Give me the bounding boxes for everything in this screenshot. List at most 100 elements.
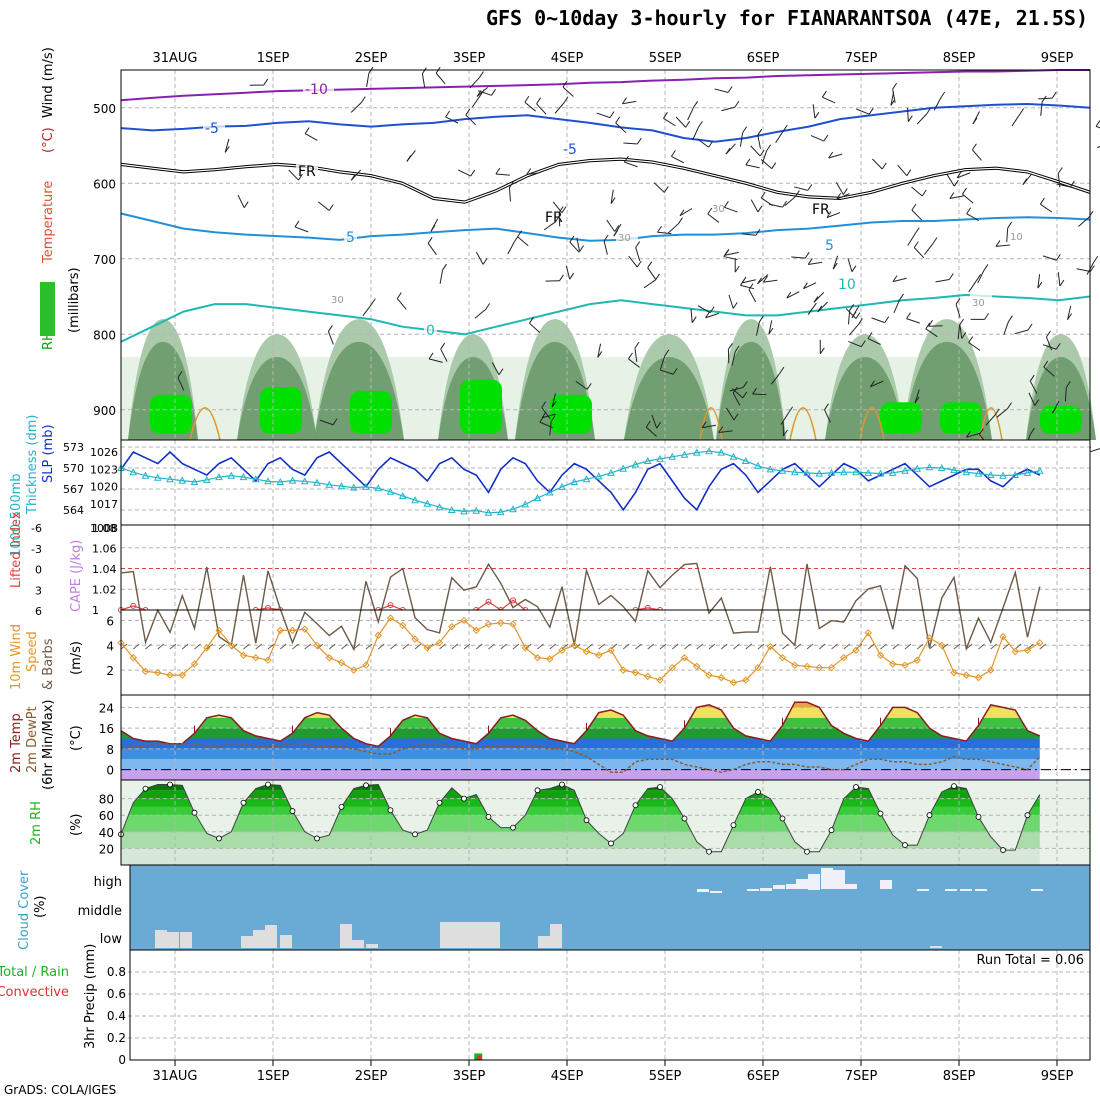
thickness-point bbox=[484, 508, 493, 516]
wind10-barb bbox=[818, 643, 826, 650]
thickness-point bbox=[202, 475, 211, 483]
thickness-line bbox=[120, 450, 1040, 514]
wind-barb bbox=[435, 72, 446, 85]
rh2m-point bbox=[510, 824, 516, 831]
wind10-point bbox=[472, 626, 480, 635]
wind-barb-flag bbox=[971, 143, 977, 151]
wind-barb bbox=[692, 127, 699, 141]
credit-text: GrADS: COLA/IGES bbox=[4, 1083, 117, 1097]
thickness-point bbox=[864, 468, 873, 476]
wind-barb bbox=[653, 182, 665, 193]
precip-tick-0: 0 bbox=[118, 1053, 126, 1067]
slp-tick-1023: 1023 bbox=[90, 463, 118, 476]
chart-title: GFS 0~10day 3-hourly for FIANARANTSOA (4… bbox=[0, 6, 1100, 30]
li-tick--3: -3 bbox=[31, 543, 42, 556]
wind-barb bbox=[892, 277, 907, 283]
wind10-point bbox=[1011, 647, 1019, 656]
wind-barb bbox=[835, 182, 844, 195]
thickness-point bbox=[153, 473, 162, 481]
wind-barb bbox=[576, 237, 581, 252]
dewpt2m-line bbox=[120, 742, 1041, 773]
cape-tick-1: 1.02 bbox=[92, 584, 117, 597]
wind-barb bbox=[871, 317, 885, 324]
thickness-point bbox=[717, 448, 726, 456]
wind-barb-flag bbox=[907, 115, 913, 122]
cape-label: CAPE (J/kg) bbox=[69, 540, 84, 612]
wind-barb-flag bbox=[757, 128, 763, 136]
wind-barb bbox=[529, 322, 541, 333]
wind-barb bbox=[702, 424, 716, 429]
rh2m-unit: (%) bbox=[69, 814, 84, 837]
wind-barb bbox=[679, 208, 693, 217]
rh2m-point bbox=[142, 785, 149, 792]
wind-barb bbox=[732, 392, 741, 406]
wind-barb bbox=[478, 90, 492, 96]
wind-barb bbox=[985, 414, 996, 426]
lifted-bg bbox=[121, 525, 1090, 610]
wind-barb-flag bbox=[741, 276, 747, 284]
wind-barb bbox=[596, 112, 611, 119]
cloud-high-patch-16 bbox=[1031, 889, 1043, 891]
wind-barb-flag bbox=[526, 168, 532, 175]
thickness-point bbox=[1011, 470, 1020, 478]
wind-barb-flag bbox=[786, 291, 792, 299]
lifted-point bbox=[485, 598, 492, 605]
wind-barb-flag bbox=[925, 322, 931, 330]
thickness-point bbox=[888, 468, 897, 476]
wind-barb bbox=[933, 97, 942, 111]
rh2m-point bbox=[902, 842, 908, 848]
cloud-low-patch-4 bbox=[253, 930, 265, 948]
wind-barb bbox=[761, 150, 768, 165]
contour-label-13: 30 bbox=[972, 298, 985, 309]
wind10-barb bbox=[953, 643, 961, 650]
wind-barb-flag bbox=[551, 400, 557, 408]
wind10-point bbox=[852, 646, 860, 654]
cloud-high-patch-9 bbox=[833, 870, 845, 889]
wind10-point bbox=[399, 621, 407, 630]
wind10-point bbox=[644, 672, 652, 681]
contour-label-0: -10 bbox=[305, 82, 328, 98]
thickness-point bbox=[423, 499, 432, 507]
precip-label-total: Total / Rain bbox=[0, 965, 69, 980]
rh-tick-80: 80 bbox=[99, 793, 114, 807]
rh-shade-bright-4 bbox=[550, 394, 592, 434]
wind-barb-flag bbox=[360, 96, 366, 103]
wind-barb bbox=[810, 135, 825, 142]
wind-tick-2: 2 bbox=[106, 664, 114, 678]
wind10-point bbox=[668, 663, 676, 672]
wind-barb bbox=[554, 102, 565, 114]
precip-tick-0.6: 0.6 bbox=[107, 987, 126, 1001]
thickness-label-2: Thickness (dm) bbox=[25, 415, 40, 515]
wind-barb-flag bbox=[742, 381, 748, 388]
contour-label-4: -5 bbox=[563, 142, 577, 158]
wind10-label-1: 10m Wind bbox=[9, 624, 24, 690]
rh-band-0 bbox=[121, 848, 1040, 865]
wind-barb bbox=[541, 407, 551, 420]
rh2m-point bbox=[167, 781, 173, 788]
wind-barb-flag bbox=[926, 107, 932, 115]
wind-barb bbox=[957, 325, 961, 340]
contour-label-9: FR bbox=[812, 202, 830, 218]
wind-barb bbox=[784, 196, 796, 207]
wind-barb-flag bbox=[517, 230, 523, 238]
wind-tick-6: 6 bbox=[106, 614, 114, 628]
wind10-barb bbox=[218, 643, 226, 650]
wind-barb-flag bbox=[757, 277, 762, 285]
wind-barb bbox=[304, 133, 318, 141]
wind-barb bbox=[471, 95, 481, 108]
thickness-point bbox=[374, 484, 383, 492]
wind-barb bbox=[1076, 268, 1091, 272]
thickness-label-1: 1000-500mb bbox=[9, 473, 24, 557]
wind-barb-flag bbox=[755, 228, 761, 236]
temp-contour-warm-3 bbox=[859, 407, 885, 441]
wind-barb bbox=[1040, 101, 1043, 116]
rh2m-point bbox=[363, 782, 369, 789]
wind-barb-flag bbox=[636, 137, 642, 145]
wind-barb bbox=[741, 233, 756, 236]
contour-label-10: 30 bbox=[712, 204, 725, 215]
wind10-point bbox=[582, 647, 591, 656]
wind-barb bbox=[794, 186, 808, 191]
wind-barb bbox=[780, 412, 790, 425]
wind-barb-flag bbox=[495, 167, 501, 175]
wind10-point bbox=[619, 666, 627, 674]
